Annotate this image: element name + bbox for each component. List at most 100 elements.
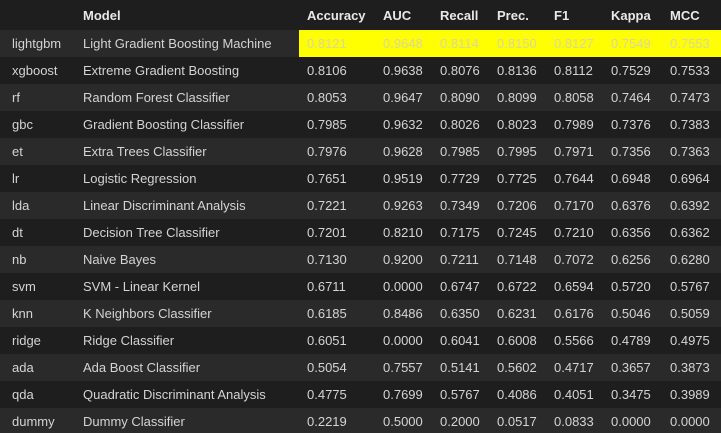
mcc-cell: 0.6362	[670, 225, 710, 240]
table-row: et Extra Trees Classifier 0.7976 0.9628 0.79…	[0, 138, 721, 165]
mcc-cell: 0.6964	[670, 171, 710, 186]
kappa-cell: 0.7549	[603, 30, 662, 57]
prec-cell: 0.4086	[497, 387, 537, 402]
mcc-cell: 0.3989	[670, 387, 710, 402]
accuracy-cell: 0.7651	[307, 171, 347, 186]
f1-cell: 0.4717	[554, 360, 594, 375]
recall-cell: 0.6041	[440, 333, 480, 348]
accuracy-cell: 0.8106	[307, 63, 347, 78]
model-cell: Quadratic Discriminant Analysis	[83, 387, 266, 402]
auc-cell: 0.9638	[383, 63, 423, 78]
auc-cell: 0.9519	[383, 171, 423, 186]
prec-cell: 0.8023	[497, 117, 537, 132]
table-row: xgboost Extreme Gradient Boosting 0.8106 0.…	[0, 57, 721, 84]
index-cell: nb	[12, 252, 27, 267]
table-row: lda Linear Discriminant Analysis 0.7221 0.9…	[0, 192, 721, 219]
model-cell: Dummy Classifier	[83, 414, 185, 429]
index-cell: ada	[12, 360, 34, 375]
recall-cell: 0.6350	[440, 306, 480, 321]
accuracy-cell: 0.7201	[307, 225, 347, 240]
accuracy-cell: 0.6051	[307, 333, 347, 348]
accuracy-cell: 0.8053	[307, 90, 347, 105]
kappa-cell: 0.6356	[611, 225, 651, 240]
accuracy-cell: 0.2219	[307, 414, 347, 429]
auc-cell: 0.9263	[383, 198, 423, 213]
model-cell: Naive Bayes	[83, 252, 156, 267]
table-row: nb Naive Bayes 0.7130 0.9200 0.7211 0.7148 0.7…	[0, 246, 721, 273]
model-cell: Light Gradient Boosting Machine	[83, 36, 272, 51]
mcc-cell: 0.7533	[670, 63, 710, 78]
mcc-cell: 0.7363	[670, 144, 710, 159]
model-cell: Logistic Regression	[83, 171, 197, 186]
auc-cell: 0.9200	[383, 252, 423, 267]
auc-cell: 0.9648	[375, 30, 432, 57]
header-f1: F1	[554, 7, 570, 23]
accuracy-cell: 0.5054	[307, 360, 347, 375]
auc-cell: 0.0000	[383, 279, 423, 294]
accuracy-cell: 0.7221	[307, 198, 347, 213]
accuracy-cell: 0.6711	[307, 279, 346, 294]
table-header: Model Accuracy AUC Recall Prec. F1 Kappa…	[0, 0, 721, 30]
recall-cell: 0.7985	[440, 144, 480, 159]
auc-cell: 0.9628	[383, 144, 423, 159]
model-cell: Extra Trees Classifier	[83, 144, 207, 159]
kappa-cell: 0.4789	[611, 333, 651, 348]
mcc-cell: 0.4975	[670, 333, 710, 348]
index-cell: ridge	[12, 333, 41, 348]
auc-cell: 0.7557	[383, 360, 423, 375]
index-cell: qda	[12, 387, 34, 402]
recall-cell: 0.8026	[440, 117, 480, 132]
mcc-cell: 0.7473	[670, 90, 710, 105]
table-body: lightgbm Light Gradient Boosting Machine 0…	[0, 30, 721, 433]
recall-cell: 0.5141	[440, 360, 480, 375]
prec-cell: 0.7206	[497, 198, 537, 213]
kappa-cell: 0.7356	[611, 144, 651, 159]
auc-cell: 0.0000	[383, 333, 423, 348]
table-row: svm SVM - Linear Kernel 0.6711 0.0000 0.6747…	[0, 273, 721, 300]
prec-cell: 0.7148	[497, 252, 537, 267]
recall-cell: 0.8076	[440, 63, 480, 78]
mcc-cell: 0.5767	[670, 279, 710, 294]
kappa-cell: 0.5046	[611, 306, 651, 321]
header-auc: AUC	[383, 7, 412, 23]
table-row: gbc Gradient Boosting Classifier 0.7985 0.9…	[0, 111, 721, 138]
recall-cell: 0.6747	[440, 279, 480, 294]
f1-cell: 0.7210	[554, 225, 594, 240]
index-cell: rf	[12, 90, 20, 105]
model-cell: Ridge Classifier	[83, 333, 175, 348]
f1-cell: 0.5566	[554, 333, 594, 348]
kappa-cell: 0.7529	[611, 63, 651, 78]
f1-cell: 0.6176	[554, 306, 594, 321]
kappa-cell: 0.0000	[611, 414, 651, 429]
f1-cell: 0.0833	[554, 414, 594, 429]
recall-cell: 0.8090	[440, 90, 480, 105]
header-prec: Prec.	[497, 7, 529, 23]
index-cell: svm	[12, 279, 36, 294]
header-index	[0, 0, 75, 30]
table-row: rf Random Forest Classifier 0.8053 0.9647 0.…	[0, 84, 721, 111]
recall-cell: 0.7349	[440, 198, 480, 213]
accuracy-cell: 0.7130	[307, 252, 347, 267]
table-row: qda Quadratic Discriminant Analysis 0.4775…	[0, 381, 721, 408]
auc-cell: 0.5000	[383, 414, 423, 429]
index-cell: dt	[12, 225, 23, 240]
auc-cell: 0.9647	[383, 90, 423, 105]
f1-cell: 0.8058	[554, 90, 594, 105]
prec-cell: 0.8136	[497, 63, 537, 78]
mcc-cell: 0.0000	[670, 414, 710, 429]
mcc-cell: 0.5059	[670, 306, 710, 321]
model-cell: Random Forest Classifier	[83, 90, 230, 105]
kappa-cell: 0.3657	[611, 360, 651, 375]
model-cell: Decision Tree Classifier	[83, 225, 220, 240]
header-recall: Recall	[440, 7, 479, 23]
table-row: lightgbm Light Gradient Boosting Machine 0…	[0, 30, 721, 57]
f1-cell: 0.7989	[554, 117, 594, 132]
accuracy-cell: 0.4775	[307, 387, 347, 402]
mcc-cell: 0.3873	[670, 360, 710, 375]
prec-cell: 0.7725	[497, 171, 537, 186]
prec-cell: 0.6231	[497, 306, 537, 321]
mcc-cell: 0.6280	[670, 252, 710, 267]
accuracy-cell: 0.7976	[307, 144, 347, 159]
index-cell: lr	[12, 171, 20, 186]
prec-cell: 0.6722	[497, 279, 537, 294]
